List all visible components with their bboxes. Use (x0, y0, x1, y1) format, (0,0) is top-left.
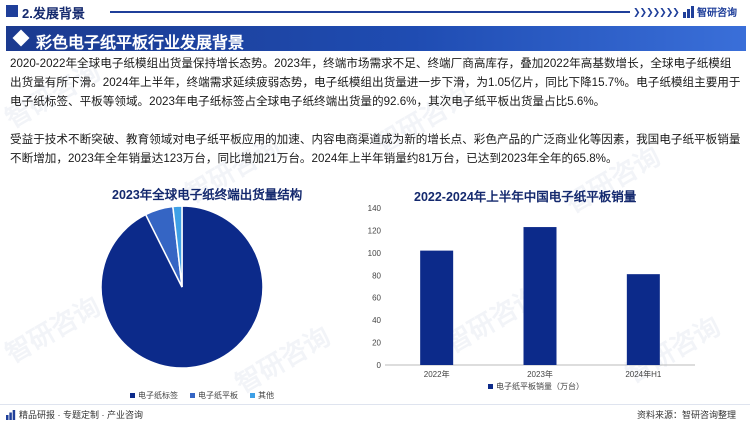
legend-swatch (488, 384, 493, 389)
footer-slogan: 精品研报 · 专题定制 · 产业咨询 (6, 408, 143, 421)
x-tick-label: 2022年 (424, 369, 450, 379)
y-tick-label: 20 (372, 339, 381, 348)
y-tick-label: 40 (372, 316, 381, 325)
legend-item: 电子纸平板 (190, 390, 238, 401)
pie-chart-title: 2023年全球电子纸终端出货量结构 (112, 188, 303, 202)
y-tick-label: 140 (368, 204, 382, 213)
title-banner: 彩色电子纸平板行业发展背景 (6, 26, 746, 52)
pie-legend: 电子纸标签 电子纸平板 其他 (130, 390, 274, 401)
bar-chart: 0 20 40 60 80 100 120 140 2022年 2023年 2024年H1 (368, 204, 695, 379)
brand-logo-icon (683, 5, 694, 18)
chevrons-icon: ❯❯❯❯❯❯❯ (633, 7, 680, 17)
page-title: 彩色电子纸平板行业发展背景 (36, 35, 245, 52)
legend-item: 其他 (250, 390, 274, 401)
y-tick-label: 80 (372, 271, 381, 280)
paragraph-sales: 受益于技术不断突破、教育领域对电子纸平板应用的加速、内容电商渠道成为新的增长点、… (10, 133, 741, 165)
section-marker (6, 5, 18, 17)
section-header: 2.发展背景 ❯❯❯❯❯❯❯ 智研咨询 (0, 0, 750, 22)
x-tick-label: 2024年H1 (625, 369, 662, 379)
legend-label: 其他 (258, 391, 274, 400)
section-divider (110, 11, 630, 13)
bar (626, 274, 660, 365)
brand-logo-icon (6, 409, 16, 420)
diamond-icon (12, 29, 30, 47)
pie-chart (100, 205, 264, 369)
y-tick-label: 100 (368, 249, 382, 258)
watermark: 智研咨询 (0, 290, 106, 369)
y-tick-label: 60 (372, 294, 381, 303)
brand-name: 智研咨询 (697, 8, 737, 19)
legend-swatch (250, 393, 255, 398)
footer: 精品研报 · 专题定制 · 产业咨询 资料来源：智研咨询整理 (0, 404, 750, 422)
legend-label: 电子纸标签 (138, 391, 178, 400)
y-tick-label: 120 (368, 226, 382, 235)
legend-swatch (190, 393, 195, 398)
bar-chart-title: 2022-2024年上半年中国电子纸平板销量 (414, 190, 637, 204)
legend-label: 电子纸平板 (198, 391, 238, 400)
bar-legend: 电子纸平板销量（万台） (488, 381, 584, 392)
x-tick-label: 2023年 (527, 369, 553, 379)
y-tick-label: 0 (377, 361, 382, 370)
section-title: 2.发展背景 (22, 6, 85, 21)
footer-slogan-text: 精品研报 · 专题定制 · 产业咨询 (19, 410, 143, 420)
source-note: 资料来源：智研咨询整理 (636, 410, 736, 420)
brand-logo: 智研咨询 (683, 4, 737, 19)
pie-slice-2 (172, 205, 183, 288)
legend-label: 电子纸平板销量（万台） (496, 382, 584, 391)
paragraph-shipments: 2020-2022年全球电子纸模组出货量保持增长态势。2023年，终端市场需求不… (10, 57, 741, 108)
bar (523, 227, 557, 365)
legend-item: 电子纸标签 (130, 390, 178, 401)
legend-swatch (130, 393, 135, 398)
bar (420, 250, 454, 365)
